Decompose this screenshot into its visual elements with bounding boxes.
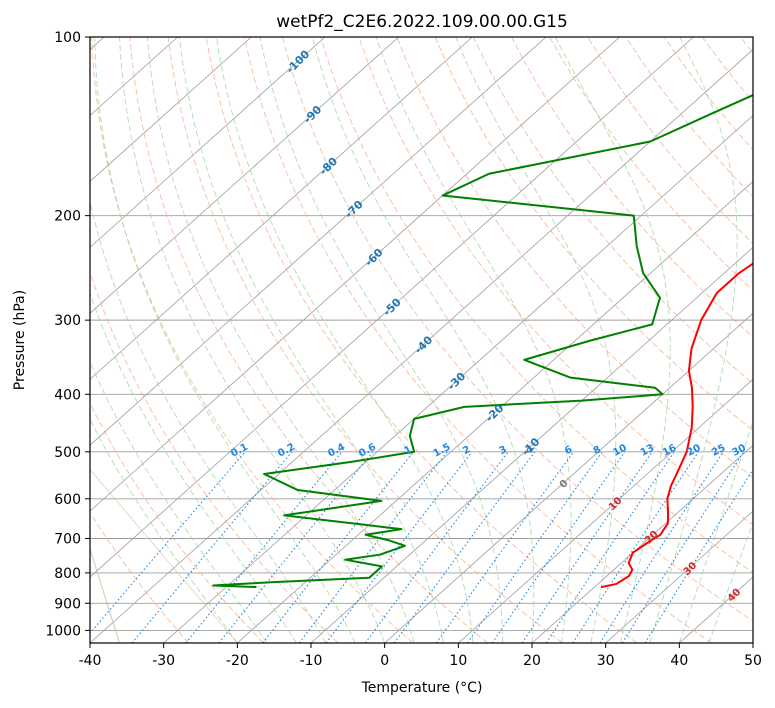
- mixing-ratio-line: [218, 451, 374, 643]
- grid-layer: [90, 37, 753, 643]
- y-tick-label: 500: [54, 445, 81, 461]
- mixing-ratio-line: [393, 451, 536, 643]
- x-tick-label: 40: [670, 653, 688, 669]
- x-tick-label: -40: [79, 653, 102, 669]
- y-tick-label: 600: [54, 492, 81, 508]
- moist-adiabat: [90, 418, 238, 643]
- dry-adiabat: [243, 37, 712, 643]
- y-tick-label: 300: [54, 313, 81, 329]
- dry-adiabat: [90, 402, 264, 643]
- isotherm-line: [90, 37, 694, 578]
- axis-layer: -40 -30 -20 -10 0 10 20 30 40 50 100 200 300 400 500 60…: [45, 30, 762, 669]
- x-tick-label: -20: [226, 653, 249, 669]
- mixing-ratio-line: [599, 451, 724, 643]
- moist-adiabat: [375, 37, 572, 643]
- reference-curve: [90, 468, 238, 643]
- moist-adiabat: [90, 291, 297, 643]
- isotherm-line: [384, 312, 753, 643]
- dry-adiabat: [129, 37, 488, 643]
- dry-adiabat: [282, 37, 753, 622]
- mixing-ratio-line: [185, 451, 343, 643]
- mixing-ratio-label: 2: [461, 444, 472, 457]
- moist-adiabat: [259, 37, 503, 643]
- isotherm-line: [90, 49, 753, 643]
- mixing-ratio-line: [467, 451, 603, 643]
- x-tick-label: -30: [152, 653, 175, 669]
- mixing-ratio-label: 36: [751, 443, 768, 459]
- y-tick-label: 900: [54, 596, 81, 612]
- y-tick-label: 200: [54, 209, 81, 225]
- moist-adiabat: [90, 199, 327, 643]
- moist-adiabat: [119, 37, 386, 643]
- mixing-ratio-line: [521, 451, 653, 643]
- plot-frame: [89, 36, 754, 644]
- y-tick-label: 800: [54, 566, 81, 582]
- isotherm-line: [90, 37, 620, 512]
- mixing-ratio-line: [325, 451, 473, 643]
- moist-adiabat: [678, 419, 753, 643]
- isotherm-line: [531, 444, 753, 643]
- moist-adiabat: [215, 37, 474, 643]
- dry-adiabat: [511, 37, 753, 338]
- dry-adiabat: [434, 37, 753, 431]
- series-layer: [212, 94, 753, 589]
- dry-adiabat: [90, 511, 190, 643]
- mixing-ratio-label: 3: [497, 444, 508, 457]
- x-tick-label: 10: [449, 653, 467, 669]
- isotherm-line: [90, 37, 399, 314]
- moist-adiabat: [94, 37, 356, 643]
- isotherm-line: [90, 37, 252, 182]
- y-axis-label: Pressure (hPa): [12, 290, 28, 390]
- y-tick-label: 400: [54, 387, 81, 403]
- isotherm-line: [237, 180, 753, 643]
- moist-adiabat: [455, 37, 617, 643]
- x-axis-label: Temperature (°C): [361, 680, 483, 696]
- isotherm-line: [458, 378, 753, 643]
- moist-adiabat: [311, 37, 535, 643]
- dry-adiabat: [167, 37, 563, 643]
- mixing-ratio-line: [435, 451, 575, 643]
- mixing-ratio-label: 4: [524, 444, 535, 457]
- y-tick-label: 700: [54, 532, 81, 548]
- isotherm-line: [90, 37, 547, 446]
- dry-adiabat: [358, 37, 753, 526]
- moist-adiabat: [90, 360, 268, 643]
- mixing-ratio-line: [364, 451, 509, 643]
- mixing-ratio-label: 6: [563, 444, 574, 457]
- dry-adiabat: [472, 37, 753, 385]
- x-tick-label: -10: [300, 653, 323, 669]
- mixing-ratio-line: [131, 451, 293, 643]
- moist-adiabat: [146, 37, 415, 643]
- y-tick-label: 1000: [45, 623, 81, 639]
- x-tick-label: 20: [523, 653, 541, 669]
- reference-curve: [90, 546, 120, 643]
- isotherm-line: [90, 37, 326, 248]
- x-tick-label: 0: [380, 653, 389, 669]
- isotherm-line: [605, 510, 753, 643]
- mixing-ratio-label: 1: [403, 444, 414, 457]
- chart-title: wetPf2_C2E6.2022.109.00.00.G15: [276, 12, 568, 32]
- isotherm-line: [90, 37, 473, 380]
- isotherm-line: [163, 114, 753, 643]
- moist-adiabat: [649, 37, 738, 643]
- temperature-profile-line: [600, 262, 753, 589]
- x-tick-label: 50: [744, 653, 762, 669]
- x-tick-label: 30: [597, 653, 615, 669]
- y-tick-label: 100: [54, 30, 81, 46]
- dry-adiabat: [91, 37, 414, 643]
- mixing-ratio-line: [491, 451, 626, 643]
- mixing-ratio-label: 8: [592, 444, 603, 457]
- dewpoint-profile-line: [212, 94, 753, 589]
- mixing-ratio-line: [545, 451, 675, 643]
- mixing-ratio-line: [621, 451, 745, 643]
